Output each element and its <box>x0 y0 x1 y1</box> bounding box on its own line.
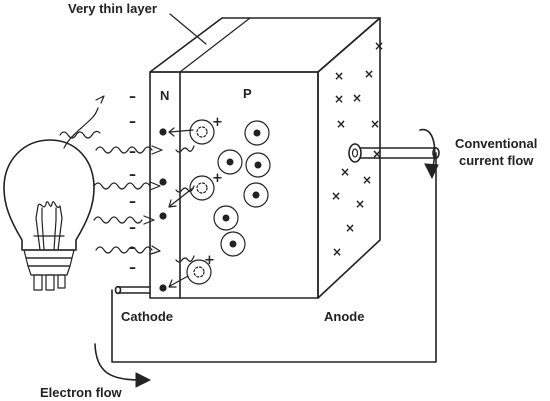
atom-hole-pair <box>189 119 215 145</box>
cross-mark: × <box>362 173 372 187</box>
cross-mark: × <box>345 221 355 235</box>
cross-mark: × <box>355 197 365 211</box>
electron-dot <box>159 284 167 292</box>
conventional-label-line2: current flow <box>459 153 534 168</box>
cathode-terminal <box>114 285 151 295</box>
negative-sign: – <box>129 194 136 210</box>
positive-sign: + <box>204 253 215 268</box>
cross-mark: × <box>334 92 344 106</box>
negative-charges: – – – – – – – – <box>129 89 136 276</box>
cross-mark: × <box>374 39 384 53</box>
conventional-current-arrowhead <box>424 163 439 180</box>
cross-mark: × <box>370 117 380 131</box>
positive-sign: + <box>212 171 223 186</box>
negative-sign: – <box>129 240 136 256</box>
electron-dot <box>159 178 167 186</box>
electron-flow-arrow <box>94 343 141 381</box>
electron-dot <box>159 212 167 220</box>
cross-mark: × <box>340 165 350 179</box>
p-region-label: P <box>243 86 252 101</box>
atom-hole-pair <box>189 175 215 201</box>
atom <box>244 120 270 146</box>
anode-crosses: × × × × × × × × × × × × × × <box>331 39 384 259</box>
atom <box>213 205 239 231</box>
thin-layer-band <box>179 17 251 73</box>
negative-sign: – <box>129 260 136 276</box>
cathode-label: Cathode <box>121 309 173 324</box>
light-rays <box>59 95 195 263</box>
cross-mark: × <box>336 117 346 131</box>
cross-mark: × <box>334 69 344 83</box>
cell-front-face <box>149 71 319 299</box>
atom-hole-pair <box>186 259 212 285</box>
positive-sign: + <box>212 115 223 130</box>
conventional-label-line1: Conventional <box>455 136 537 151</box>
negative-sign: – <box>129 89 136 105</box>
negative-sign: – <box>129 220 136 236</box>
negative-sign: – <box>129 167 136 183</box>
thin-layer-label: Very thin layer <box>68 1 157 16</box>
atom <box>243 182 269 208</box>
light-bulb-icon <box>3 139 95 291</box>
n-layer-electrons <box>159 128 167 292</box>
cross-mark: × <box>372 147 382 161</box>
n-region-label: N <box>160 88 169 103</box>
atom <box>220 231 246 257</box>
atom <box>217 149 243 175</box>
negative-sign: – <box>129 114 136 130</box>
cross-mark: × <box>331 189 341 203</box>
negative-sign: – <box>129 144 136 160</box>
thin-layer-pointer <box>169 13 207 45</box>
anode-label: Anode <box>324 309 364 324</box>
cross-mark: × <box>332 245 342 259</box>
cross-mark: × <box>352 91 362 105</box>
cell-block <box>149 17 381 299</box>
p-layer-atoms <box>186 119 271 285</box>
external-circuit-wire <box>111 152 437 363</box>
electron-flow-arrowhead <box>135 372 152 388</box>
cross-mark: × <box>364 67 374 81</box>
anode-terminal <box>348 143 440 163</box>
atom <box>245 152 271 178</box>
electron-flow-label: Electron flow <box>40 385 123 400</box>
electron-dot <box>159 128 167 136</box>
